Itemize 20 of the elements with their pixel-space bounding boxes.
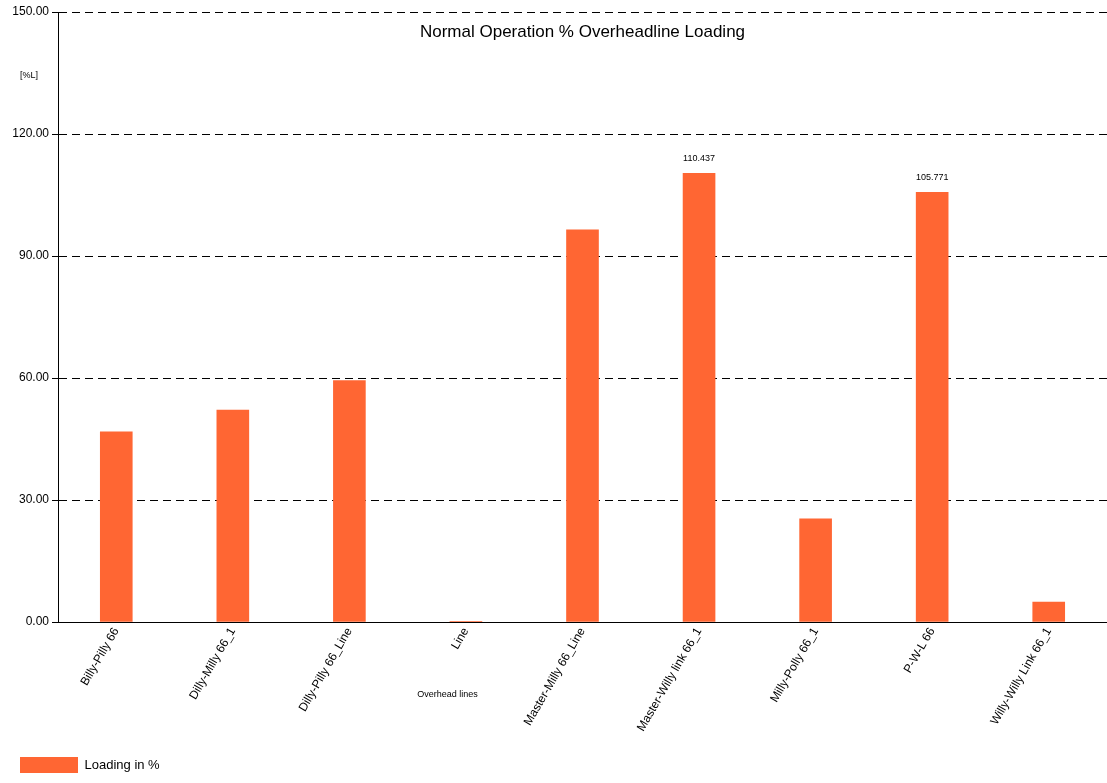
bar xyxy=(333,380,366,622)
y-tick-label: 30.00 xyxy=(18,492,50,507)
y-tick-label: 60.00 xyxy=(18,370,50,385)
bar xyxy=(216,409,250,622)
data-label: 110.437 xyxy=(683,152,715,163)
x-axis-title: Overhead lines xyxy=(417,688,479,699)
data-label: 105.771 xyxy=(915,171,949,182)
bar xyxy=(682,172,716,622)
bar xyxy=(99,431,133,622)
y-tick-label: 150.00 xyxy=(12,4,50,19)
y-tick-label: 0.00 xyxy=(25,614,50,629)
bar xyxy=(566,229,599,622)
legend-label: Loading in % xyxy=(84,756,161,772)
bar xyxy=(1032,601,1066,622)
y-tick-label: 120.00 xyxy=(12,126,50,141)
y-axis-title: [%L] xyxy=(19,70,39,81)
y-tick-label: 90.00 xyxy=(18,248,50,263)
bar xyxy=(915,191,949,622)
bar xyxy=(799,518,832,622)
text: Normal Operation % Overheadline Loading xyxy=(419,21,746,41)
